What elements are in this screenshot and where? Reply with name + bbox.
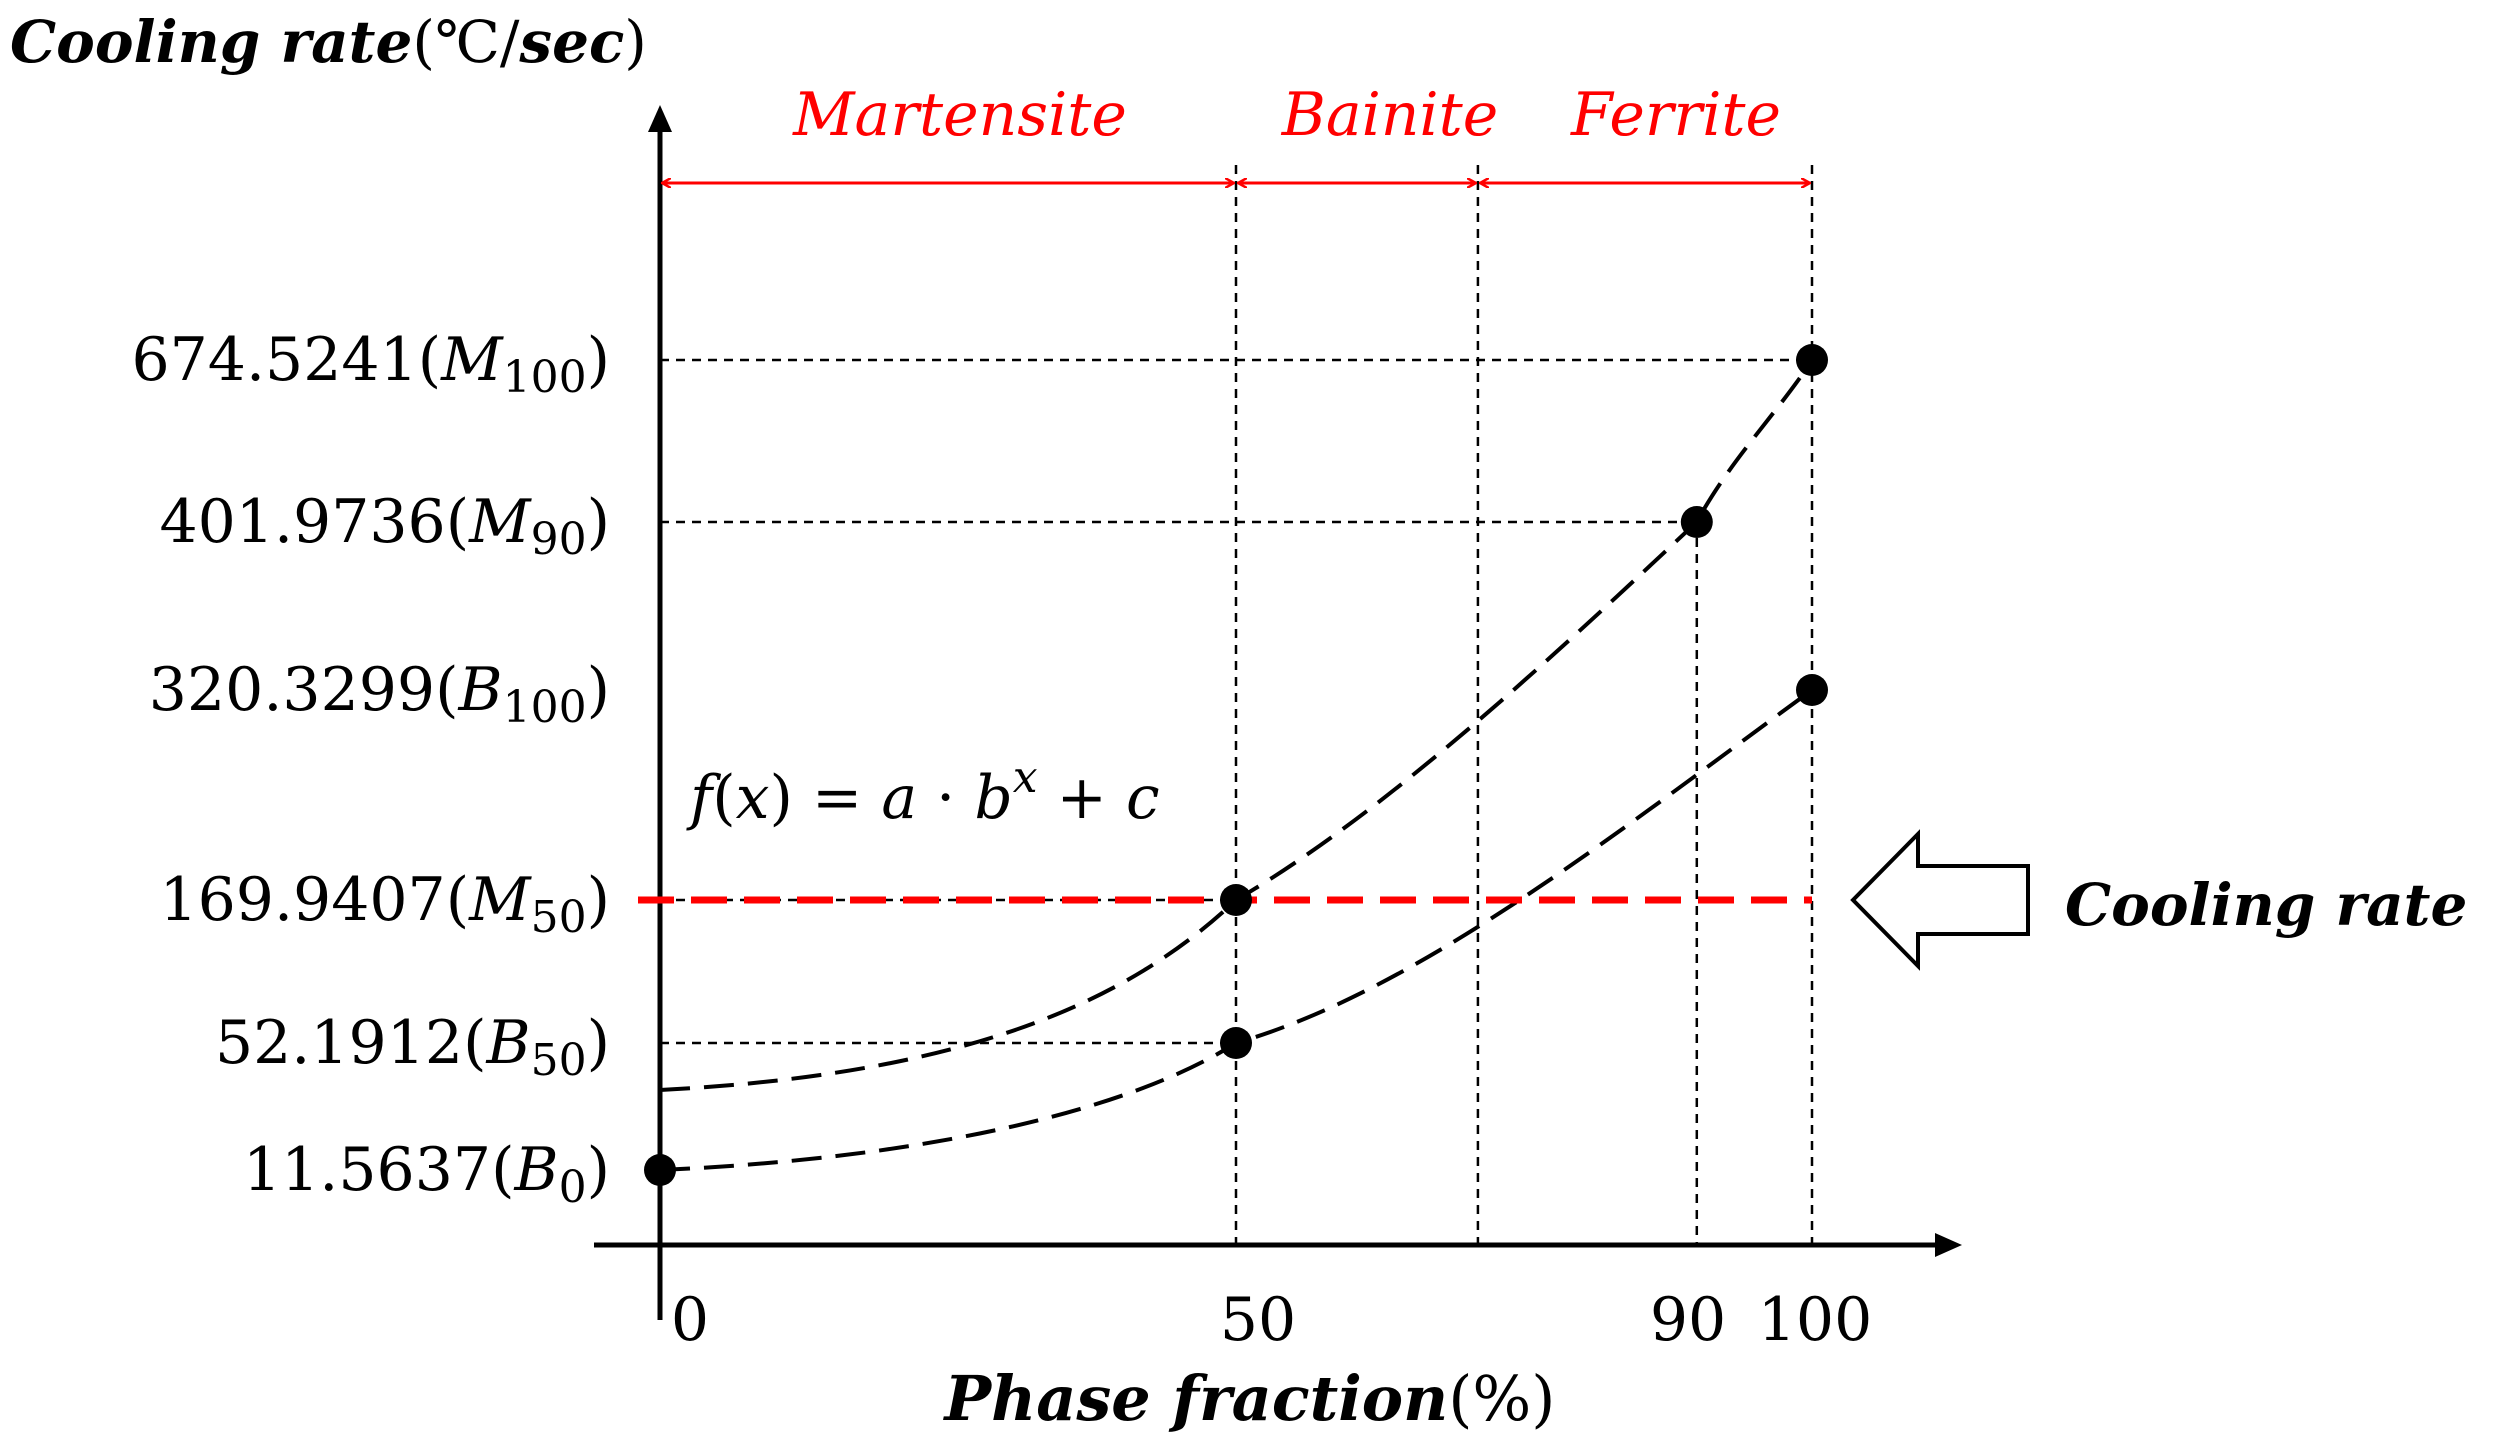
y-axis-title-main: Cooling rate bbox=[10, 8, 412, 76]
formula-a: a bbox=[881, 763, 917, 833]
formula-exp: x bbox=[1013, 752, 1038, 803]
formula-arg: x bbox=[736, 763, 770, 833]
formula-b: b bbox=[974, 763, 1012, 833]
data-point bbox=[1220, 884, 1252, 916]
data-point bbox=[1220, 1027, 1252, 1059]
x-tick-label: 90 bbox=[1650, 1285, 1726, 1355]
cooling-rate-arrow-icon bbox=[1850, 829, 2030, 971]
x-tick-label: 0 bbox=[671, 1285, 709, 1355]
y-tick-label: 320.3299(B100) bbox=[149, 655, 610, 733]
axes bbox=[594, 105, 1962, 1320]
x-axis-title-unit: (%) bbox=[1448, 1362, 1555, 1435]
x-tick-label: 50 bbox=[1220, 1285, 1296, 1355]
region-label: Bainite bbox=[1281, 80, 1499, 150]
x-tick-label: 100 bbox=[1758, 1285, 1873, 1355]
y-tick-label: 674.5241(M100) bbox=[131, 325, 610, 403]
cooling-rate-label: Cooling rate bbox=[2065, 871, 2467, 939]
data-point bbox=[1680, 506, 1713, 538]
y-tick-labels: 674.5241(M100) 401.9736(M90) 320.3299(B100… bbox=[131, 325, 610, 1213]
formula-label: f(x) = a · bx + c bbox=[686, 752, 1160, 833]
data-point bbox=[1796, 674, 1828, 706]
region-label: Ferrite bbox=[1570, 80, 1781, 150]
y-axis-title-unit-pre: (℃/ bbox=[412, 8, 520, 76]
x-axis-arrowhead bbox=[1935, 1233, 1962, 1257]
phase-regions: Martensite Bainite Ferrite bbox=[662, 80, 1810, 183]
data-point bbox=[1796, 344, 1828, 376]
y-axis-title: Cooling rate(℃/sec) bbox=[10, 8, 647, 76]
x-tick-labels: 0 50 90 100 bbox=[671, 1285, 1872, 1355]
data-point bbox=[644, 1154, 676, 1186]
y-tick-label: 11.5637(B0) bbox=[243, 1135, 610, 1213]
region-label: Martensite bbox=[792, 80, 1127, 150]
y-axis-title-unit-var: sec bbox=[518, 8, 624, 76]
formula-c: c bbox=[1126, 763, 1160, 833]
y-tick-label: 52.1912(B50) bbox=[215, 1008, 610, 1086]
martensite-fit-curve bbox=[659, 358, 1814, 1092]
x-axis-title: Phase fraction(%) bbox=[943, 1362, 1556, 1435]
x-axis-title-main: Phase fraction bbox=[943, 1362, 1449, 1435]
y-tick-label: 401.9736(M90) bbox=[159, 487, 610, 565]
y-tick-label: 169.9407(M50) bbox=[159, 865, 610, 943]
guide-lines bbox=[660, 165, 1814, 1245]
y-axis-arrowhead bbox=[648, 105, 672, 132]
y-axis-title-unit-post: ) bbox=[624, 8, 647, 76]
data-points bbox=[644, 344, 1828, 1186]
cooling-rate-callout: Cooling rate bbox=[1850, 829, 2467, 971]
